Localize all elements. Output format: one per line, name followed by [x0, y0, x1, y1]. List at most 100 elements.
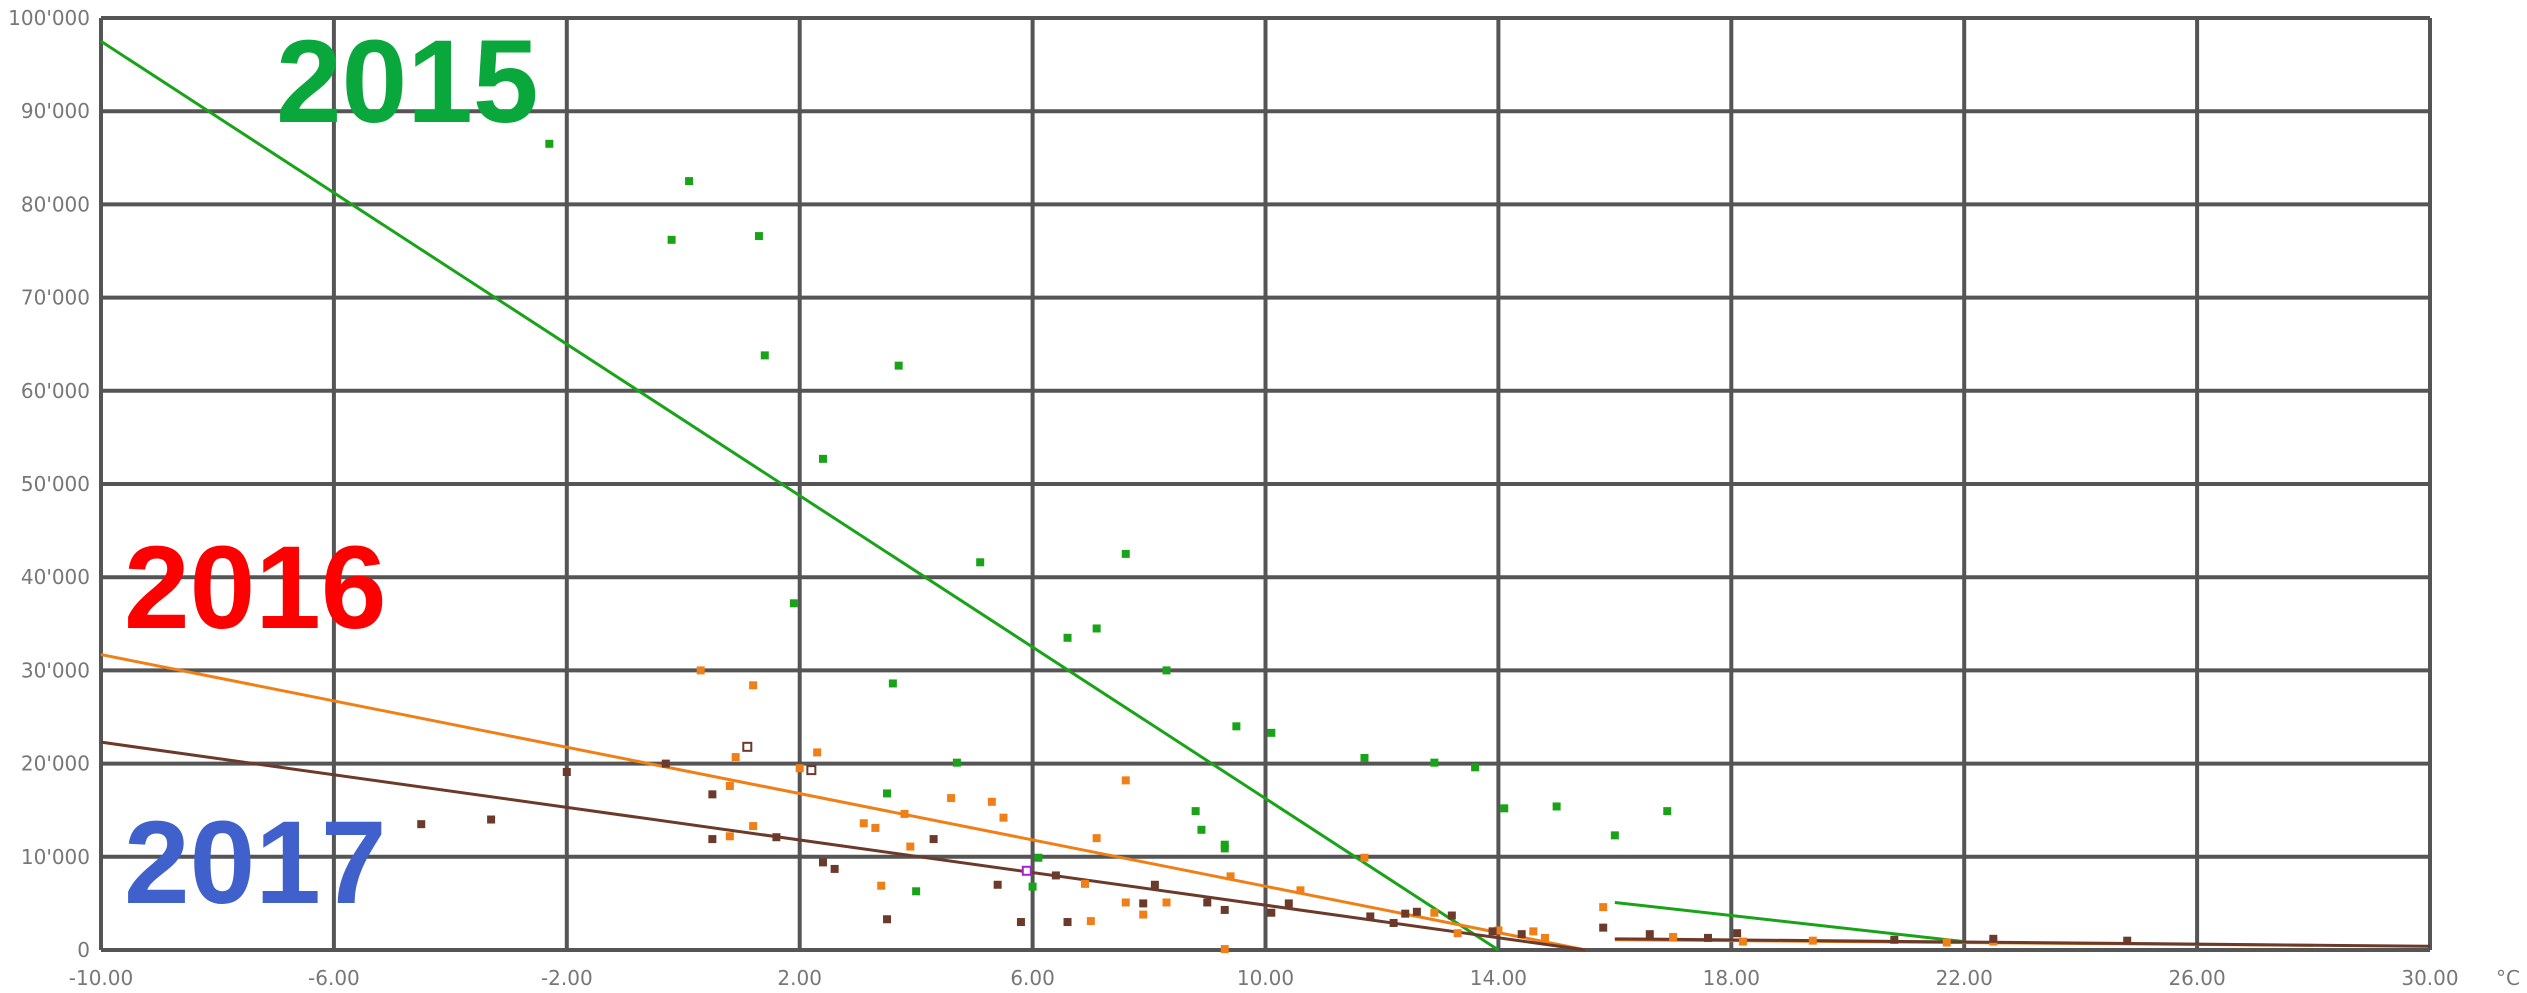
data-point	[1989, 934, 1998, 943]
data-point	[1220, 945, 1229, 954]
trend-line	[1614, 937, 2431, 948]
data-point	[947, 794, 956, 803]
x-tick-label: 14.00	[1470, 966, 1527, 990]
data-point	[1296, 886, 1305, 895]
data-point	[1453, 929, 1462, 938]
trend-line	[100, 40, 1500, 952]
data-point	[2123, 936, 2132, 945]
data-point	[1267, 908, 1276, 917]
data-points	[417, 139, 2132, 954]
x-tick-label: 6.00	[1010, 966, 1055, 990]
data-point	[1284, 899, 1293, 908]
data-point	[1430, 758, 1439, 767]
year-label-2016: 2016	[124, 522, 387, 654]
data-point	[900, 809, 909, 818]
data-point	[685, 177, 694, 186]
data-point	[1150, 880, 1159, 889]
data-point	[1086, 917, 1095, 926]
y-tick-label: 70'000	[21, 286, 90, 310]
trend-line	[100, 653, 1587, 952]
data-point	[1139, 910, 1148, 919]
x-axis-unit: °C	[2496, 966, 2520, 990]
y-tick-label: 30'000	[21, 658, 90, 682]
data-point	[1552, 802, 1561, 811]
data-point	[1733, 929, 1742, 938]
data-point	[976, 558, 985, 567]
data-point	[906, 842, 915, 851]
data-point-highlight	[806, 765, 817, 776]
data-point	[883, 915, 892, 924]
data-point	[1540, 933, 1549, 942]
data-point	[888, 679, 897, 688]
data-point	[818, 858, 827, 867]
data-point	[725, 832, 734, 841]
data-point	[1500, 804, 1509, 813]
data-point	[818, 454, 827, 463]
data-point	[725, 781, 734, 790]
data-point	[1488, 927, 1497, 936]
x-tick-label: 30.00	[2401, 966, 2458, 990]
data-point	[1517, 930, 1526, 939]
data-point	[1162, 898, 1171, 907]
year-label-2017: 2017	[124, 797, 387, 929]
data-point	[1430, 908, 1439, 917]
data-point	[999, 813, 1008, 822]
data-point	[1121, 549, 1130, 558]
data-point	[1081, 879, 1090, 888]
data-point	[696, 666, 705, 675]
y-tick-label: 40'000	[21, 565, 90, 589]
data-point	[1412, 907, 1421, 916]
x-tick-label: 10.00	[1237, 966, 1294, 990]
x-tick-label: -2.00	[541, 966, 593, 990]
data-point	[813, 748, 822, 757]
data-point	[1063, 918, 1072, 927]
data-point	[1366, 912, 1375, 921]
data-point	[1139, 899, 1148, 908]
data-point	[731, 753, 740, 762]
data-point	[830, 864, 839, 873]
data-point	[871, 823, 880, 832]
data-point	[1738, 937, 1747, 946]
data-point	[1401, 909, 1410, 918]
data-point	[1220, 844, 1229, 853]
data-point	[1360, 754, 1369, 763]
y-tick-label: 60'000	[21, 379, 90, 403]
data-point	[1063, 633, 1072, 642]
data-point	[1669, 932, 1678, 941]
data-point	[1051, 871, 1060, 880]
data-point	[749, 681, 758, 690]
data-point	[1808, 936, 1817, 945]
data-point	[952, 758, 961, 767]
data-point	[1016, 918, 1025, 927]
data-point	[877, 881, 886, 890]
data-point	[789, 599, 798, 608]
y-tick-label: 90'000	[21, 99, 90, 123]
trend-line	[1614, 900, 1965, 944]
data-point	[708, 790, 717, 799]
data-point	[987, 797, 996, 806]
data-point	[1220, 905, 1229, 914]
data-point	[1092, 624, 1101, 633]
data-point	[1162, 666, 1171, 675]
x-tick-label: 26.00	[2168, 966, 2225, 990]
data-point	[1389, 918, 1398, 927]
data-point	[1599, 923, 1608, 932]
data-point	[1610, 831, 1619, 840]
data-point	[883, 789, 892, 798]
data-point	[1447, 911, 1456, 920]
y-tick-label: 0	[77, 938, 90, 962]
data-point	[1267, 728, 1276, 737]
data-point	[667, 235, 676, 244]
trend-line	[100, 740, 1586, 952]
data-point	[1203, 898, 1212, 907]
data-point	[1663, 807, 1672, 816]
year-label-2015: 2015	[276, 16, 539, 148]
y-tick-label: 50'000	[21, 472, 90, 496]
data-point	[1529, 927, 1538, 936]
data-point	[894, 361, 903, 370]
data-point	[562, 767, 571, 776]
data-point	[545, 139, 554, 148]
y-tick-label: 100'000	[8, 6, 90, 30]
data-point	[772, 833, 781, 842]
data-point	[749, 822, 758, 831]
